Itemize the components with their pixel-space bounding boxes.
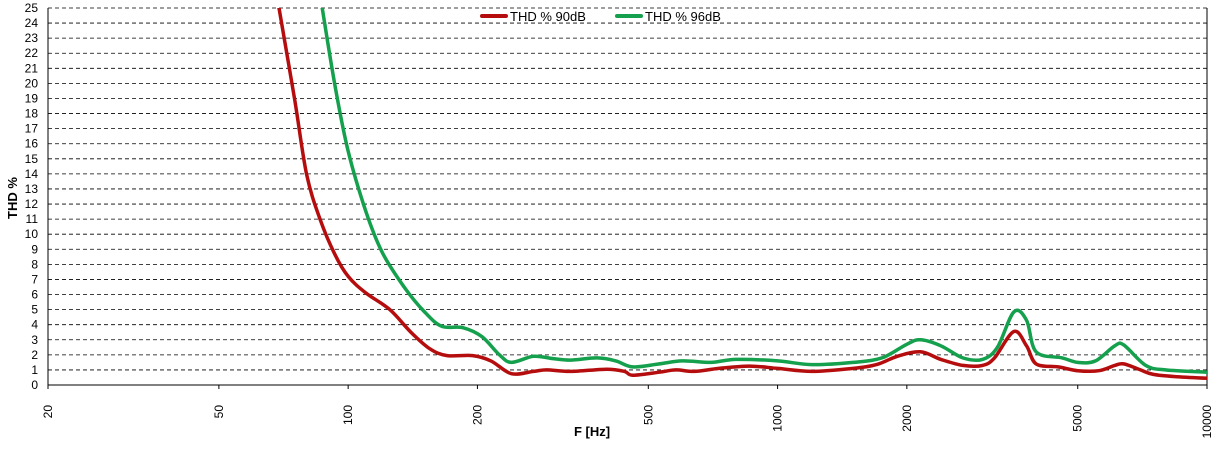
y-tick-label: 6 (31, 288, 38, 302)
series-lines (277, 8, 1207, 380)
y-tick-label: 0 (31, 378, 38, 392)
y-tick-label: 4 (31, 318, 38, 332)
x-tick-label: 50 (212, 405, 226, 419)
y-tick-label: 17 (25, 122, 39, 136)
axes (47, 8, 1208, 386)
y-tick-label: 21 (25, 61, 39, 75)
series-line-90db (277, 8, 1207, 380)
y-tick-label: 25 (25, 1, 39, 15)
y-tick-label: 24 (25, 16, 39, 30)
x-tick-label: 1000 (771, 405, 785, 432)
y-tick-label: 18 (25, 107, 39, 121)
y-tick-label: 11 (26, 212, 39, 226)
y-tick-label: 8 (31, 257, 38, 271)
x-tick-label: 100 (341, 405, 355, 425)
y-tick-label: 16 (25, 137, 39, 151)
x-tick-label: 20 (41, 405, 55, 419)
y-tick-label: 3 (31, 333, 38, 347)
y-tick-label: 2 (31, 348, 38, 362)
y-tick-label: 20 (25, 76, 39, 90)
y-tick-label: 22 (25, 46, 39, 60)
y-tick-label: 14 (25, 167, 39, 181)
x-axis-title: F [Hz] (574, 424, 610, 439)
legend-label: THD % 96dB (645, 9, 721, 24)
y-tick-label: 15 (25, 152, 39, 166)
y-tick-label: 9 (31, 242, 38, 256)
legend: THD % 90dB THD % 96dB (480, 9, 721, 24)
x-tick-label: 10000 (1200, 405, 1214, 439)
y-axis-tick-labels: 0123456789101112131415161718192021222324… (25, 1, 39, 392)
y-tick-label: 13 (25, 182, 39, 196)
y-tick-label: 12 (25, 197, 39, 211)
y-tick-label: 7 (31, 272, 38, 286)
x-tick-label: 2000 (900, 405, 914, 432)
x-axis-tick-labels: 20 50 100 200 500 1000 2000 5000 10000 (41, 385, 1214, 438)
x-tick-label: 500 (641, 405, 655, 425)
y-tick-label: 23 (25, 31, 39, 45)
y-axis-title: THD % (5, 177, 20, 219)
series-line-96db (320, 8, 1207, 374)
y-tick-label: 19 (25, 91, 39, 105)
y-tick-label: 1 (31, 363, 38, 377)
y-tick-label: 10 (25, 227, 39, 241)
legend-label: THD % 90dB (510, 9, 586, 24)
y-tick-label: 5 (31, 303, 38, 317)
x-tick-label: 200 (470, 405, 484, 425)
x-tick-label: 5000 (1071, 405, 1085, 432)
